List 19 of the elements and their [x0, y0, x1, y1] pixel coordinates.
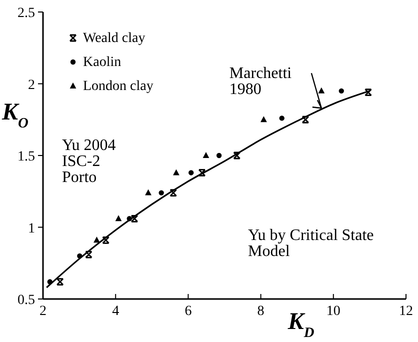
legend-label: Weald clay — [83, 31, 146, 46]
y-axis-title: K$_{O}$ — [1, 100, 28, 132]
y-tick-label: 2.5 — [18, 6, 35, 21]
x-tick-label: 8 — [257, 304, 264, 319]
legend-label: Kaolin — [83, 55, 122, 70]
legend-label: London clay — [83, 79, 154, 94]
x-tick-label: 10 — [326, 304, 340, 319]
y-tick-label: 1.5 — [18, 150, 35, 164]
y-tick-label: 2 — [28, 78, 35, 93]
x-axis-title: K$_{D}$ — [286, 309, 315, 341]
x-tick-label: 4 — [112, 304, 120, 319]
x-tick-label: 6 — [184, 304, 192, 319]
annotation: Yu by Critical State Model — [248, 227, 374, 260]
annotation: Yu 2004 ISC-2 Porto — [62, 137, 116, 186]
x-tick-label: 12 — [399, 304, 413, 319]
y-tick-label: 0.5 — [18, 293, 35, 308]
annotation: Marchetti 1980 — [229, 65, 292, 98]
x-tick-label: 2 — [40, 304, 46, 319]
y-tick-label: 1 — [28, 221, 35, 236]
